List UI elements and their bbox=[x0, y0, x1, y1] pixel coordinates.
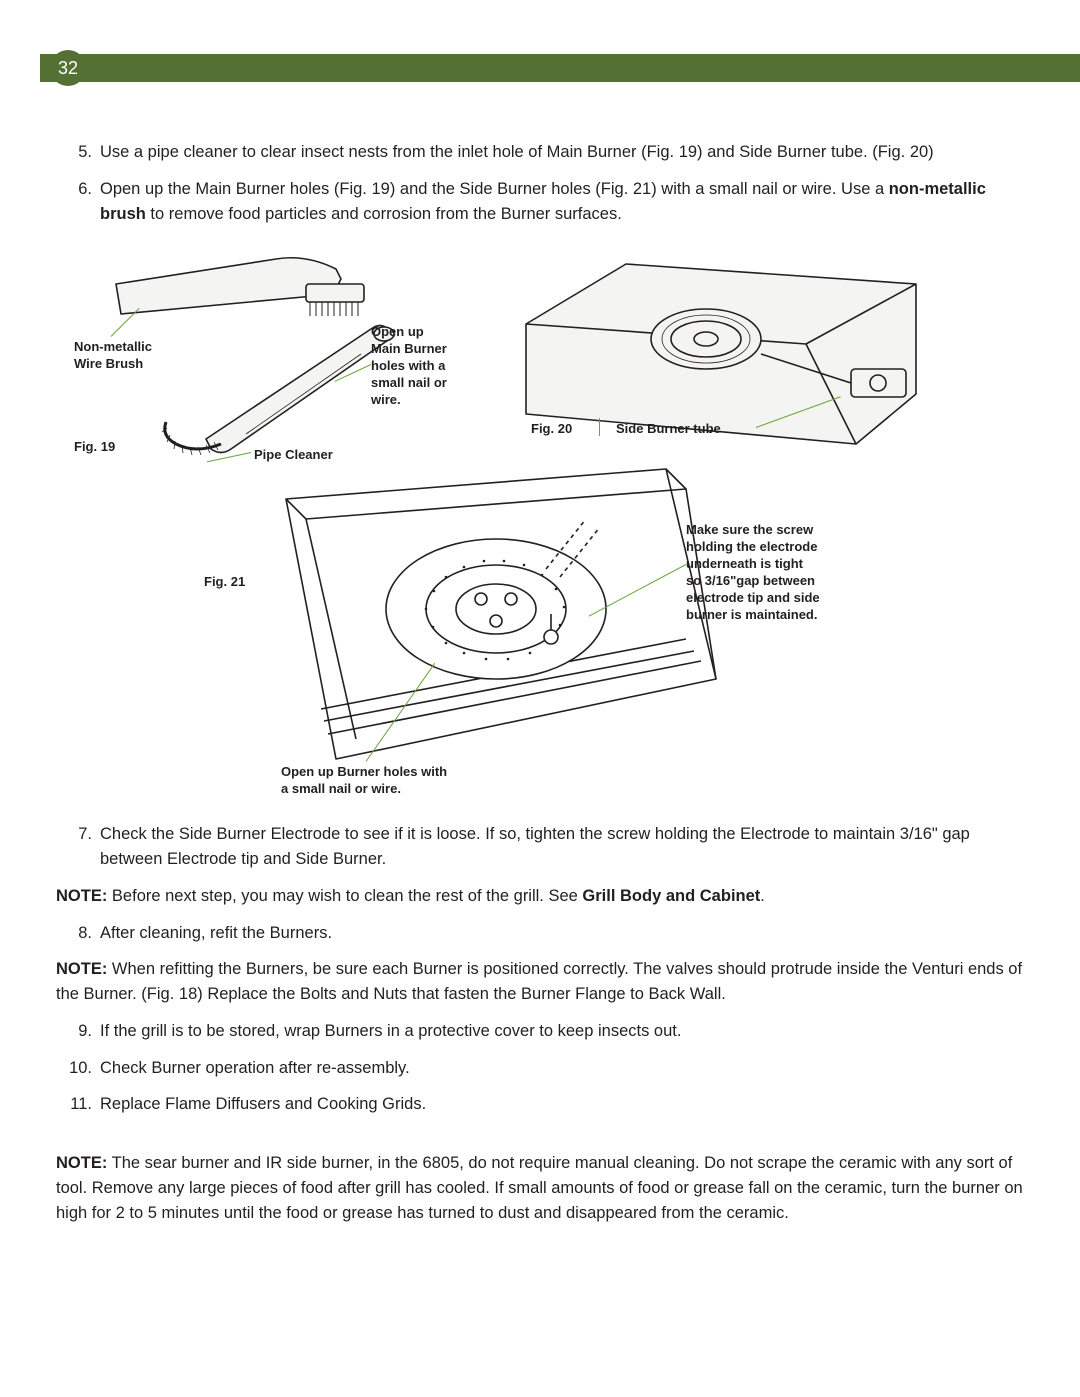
fig21-screw-l1: Make sure the screw bbox=[686, 522, 813, 537]
fig21-screw-callout: Make sure the screw holding the electrod… bbox=[686, 522, 820, 623]
note-1-text-b: . bbox=[760, 887, 765, 905]
note-2-label: NOTE: bbox=[56, 960, 107, 978]
fig21-label: Fig. 21 bbox=[204, 574, 245, 591]
fig19-brush-l2: Wire Brush bbox=[74, 356, 143, 371]
fig20-divider bbox=[599, 418, 600, 436]
fig21-holes-l1: Open up Burner holes with bbox=[281, 764, 447, 779]
note-1-text-a: Before next step, you may wish to clean … bbox=[107, 887, 582, 905]
fig19-brush-l1: Non-metallic bbox=[74, 339, 152, 354]
step-10-num: 10. bbox=[56, 1056, 100, 1081]
fig21-screw-l4: so 3/16"gap between bbox=[686, 573, 815, 588]
step-9: 9. If the grill is to be stored, wrap Bu… bbox=[56, 1019, 1024, 1044]
note-2: NOTE: When refitting the Burners, be sur… bbox=[56, 957, 1024, 1007]
fig21-holes-l2: a small nail or wire. bbox=[281, 781, 401, 796]
header-bar bbox=[40, 54, 1080, 82]
fig20-label: Fig. 20 bbox=[531, 421, 572, 438]
step-10: 10. Check Burner operation after re-asse… bbox=[56, 1056, 1024, 1081]
note-3: NOTE: The sear burner and IR side burner… bbox=[56, 1151, 1024, 1225]
step-6-text-b: to remove food particles and corrosion f… bbox=[146, 205, 622, 223]
fig21-illustration bbox=[246, 459, 736, 789]
fig21-holes-callout: Open up Burner holes with a small nail o… bbox=[281, 764, 447, 798]
step-8-text: After cleaning, refit the Burners. bbox=[100, 921, 1024, 946]
step-8-num: 8. bbox=[56, 921, 100, 946]
step-9-num: 9. bbox=[56, 1019, 100, 1044]
step-6: 6. Open up the Main Burner holes (Fig. 1… bbox=[56, 177, 1024, 227]
fig19-main-callout: Open up Main Burner holes with a small n… bbox=[371, 324, 447, 408]
step-8: 8. After cleaning, refit the Burners. bbox=[56, 921, 1024, 946]
fig20-tube-callout: Side Burner tube bbox=[616, 421, 721, 438]
step-9-text: If the grill is to be stored, wrap Burne… bbox=[100, 1019, 1024, 1044]
step-7: 7. Check the Side Burner Electrode to se… bbox=[56, 822, 1024, 872]
step-6-text: Open up the Main Burner holes (Fig. 19) … bbox=[100, 177, 1024, 227]
step-11-num: 11. bbox=[56, 1092, 100, 1117]
page-content: 5. Use a pipe cleaner to clear insect ne… bbox=[56, 140, 1024, 1237]
diagram-block: Non-metallic Wire Brush Fig. 19 Pipe Cle… bbox=[56, 244, 1024, 804]
fig19-main-l5: wire. bbox=[371, 392, 401, 407]
step-6-text-a: Open up the Main Burner holes (Fig. 19) … bbox=[100, 180, 889, 198]
step-6-num: 6. bbox=[56, 177, 100, 227]
page-number: 32 bbox=[58, 58, 78, 79]
step-11-text: Replace Flame Diffusers and Cooking Grid… bbox=[100, 1092, 1024, 1117]
note-2-text: When refitting the Burners, be sure each… bbox=[56, 960, 1022, 1003]
fig21-screw-l6: burner is maintained. bbox=[686, 607, 817, 622]
page-number-badge: 32 bbox=[50, 50, 86, 86]
fig19-main-l3: holes with a bbox=[371, 358, 445, 373]
note-3-label: NOTE: bbox=[56, 1154, 107, 1172]
fig21-screw-l5: electrode tip and side bbox=[686, 590, 820, 605]
step-7-num: 7. bbox=[56, 822, 100, 872]
step-7-text: Check the Side Burner Electrode to see i… bbox=[100, 822, 1024, 872]
step-11: 11. Replace Flame Diffusers and Cooking … bbox=[56, 1092, 1024, 1117]
step-5-num: 5. bbox=[56, 140, 100, 165]
fig19-label: Fig. 19 bbox=[74, 439, 115, 456]
fig21-screw-l2: holding the electrode bbox=[686, 539, 817, 554]
note-3-text: The sear burner and IR side burner, in t… bbox=[56, 1154, 1023, 1222]
fig19-main-l4: small nail or bbox=[371, 375, 447, 390]
step-5-text: Use a pipe cleaner to clear insect nests… bbox=[100, 140, 1024, 165]
note-1-label: NOTE: bbox=[56, 887, 107, 905]
note-1: NOTE: Before next step, you may wish to … bbox=[56, 884, 1024, 909]
fig19-main-l2: Main Burner bbox=[371, 341, 447, 356]
fig19-main-l1: Open up bbox=[371, 324, 424, 339]
step-10-text: Check Burner operation after re-assembly… bbox=[100, 1056, 1024, 1081]
step-5: 5. Use a pipe cleaner to clear insect ne… bbox=[56, 140, 1024, 165]
note-1-bold: Grill Body and Cabinet bbox=[582, 887, 760, 905]
fig19-brush-callout: Non-metallic Wire Brush bbox=[74, 339, 152, 373]
fig21-screw-l3: underneath is tight bbox=[686, 556, 803, 571]
